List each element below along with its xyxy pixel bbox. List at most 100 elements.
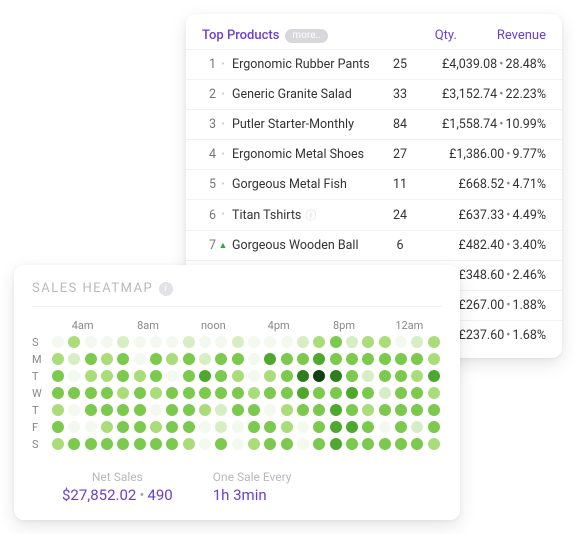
heatmap-cell[interactable]	[68, 370, 80, 382]
heatmap-cell[interactable]	[281, 421, 293, 433]
heatmap-cell[interactable]	[379, 353, 391, 365]
heatmap-cell[interactable]	[134, 421, 146, 433]
heatmap-cell[interactable]	[379, 404, 391, 416]
heatmap-cell[interactable]	[346, 404, 358, 416]
heatmap-cell[interactable]	[362, 353, 374, 365]
heatmap-cell[interactable]	[215, 421, 227, 433]
info-icon[interactable]: ⓘ	[305, 207, 316, 223]
heatmap-cell[interactable]	[101, 370, 113, 382]
heatmap-cell[interactable]	[428, 336, 440, 348]
heatmap-cell[interactable]	[248, 370, 260, 382]
heatmap-cell[interactable]	[362, 438, 374, 450]
heatmap-cell[interactable]	[297, 370, 309, 382]
heatmap-cell[interactable]	[428, 438, 440, 450]
heatmap-cell[interactable]	[117, 421, 129, 433]
heatmap-cell[interactable]	[330, 438, 342, 450]
heatmap-cell[interactable]	[411, 438, 423, 450]
heatmap-cell[interactable]	[379, 387, 391, 399]
heatmap-cell[interactable]	[166, 387, 178, 399]
heatmap-cell[interactable]	[85, 370, 97, 382]
heatmap-cell[interactable]	[183, 353, 195, 365]
heatmap-cell[interactable]	[248, 404, 260, 416]
heatmap-cell[interactable]	[362, 404, 374, 416]
heatmap-cell[interactable]	[101, 421, 113, 433]
qty-header[interactable]: Qty.	[435, 28, 457, 43]
heatmap-cell[interactable]	[313, 370, 325, 382]
heatmap-cell[interactable]	[297, 336, 309, 348]
heatmap-cell[interactable]	[232, 438, 244, 450]
heatmap-cell[interactable]	[362, 370, 374, 382]
heatmap-cell[interactable]	[166, 336, 178, 348]
heatmap-cell[interactable]	[264, 421, 276, 433]
heatmap-cell[interactable]	[134, 353, 146, 365]
heatmap-cell[interactable]	[68, 421, 80, 433]
heatmap-cell[interactable]	[101, 438, 113, 450]
heatmap-cell[interactable]	[232, 421, 244, 433]
heatmap-cell[interactable]	[248, 353, 260, 365]
heatmap-cell[interactable]	[395, 370, 407, 382]
heatmap-cell[interactable]	[134, 336, 146, 348]
heatmap-cell[interactable]	[281, 370, 293, 382]
heatmap-cell[interactable]	[85, 438, 97, 450]
heatmap-cell[interactable]	[281, 438, 293, 450]
heatmap-cell[interactable]	[428, 421, 440, 433]
heatmap-cell[interactable]	[150, 336, 162, 348]
heatmap-cell[interactable]	[117, 387, 129, 399]
heatmap-cell[interactable]	[117, 404, 129, 416]
heatmap-cell[interactable]	[215, 387, 227, 399]
heatmap-cell[interactable]	[428, 387, 440, 399]
heatmap-cell[interactable]	[313, 387, 325, 399]
heatmap-cell[interactable]	[52, 353, 64, 365]
heatmap-cell[interactable]	[183, 421, 195, 433]
heatmap-cell[interactable]	[297, 387, 309, 399]
heatmap-cell[interactable]	[264, 387, 276, 399]
heatmap-cell[interactable]	[166, 370, 178, 382]
product-row[interactable]: 7▲Gorgeous Wooden Ball6£482.40•3.40%	[186, 230, 562, 260]
heatmap-cell[interactable]	[52, 404, 64, 416]
product-row[interactable]: 4•Ergonomic Metal Shoes27£1,386.00•9.77%	[186, 139, 562, 169]
heatmap-cell[interactable]	[52, 336, 64, 348]
heatmap-cell[interactable]	[199, 438, 211, 450]
heatmap-cell[interactable]	[395, 438, 407, 450]
heatmap-cell[interactable]	[362, 421, 374, 433]
heatmap-cell[interactable]	[68, 353, 80, 365]
heatmap-cell[interactable]	[411, 387, 423, 399]
heatmap-cell[interactable]	[199, 421, 211, 433]
heatmap-cell[interactable]	[134, 438, 146, 450]
heatmap-cell[interactable]	[85, 421, 97, 433]
heatmap-cell[interactable]	[248, 421, 260, 433]
heatmap-cell[interactable]	[395, 336, 407, 348]
heatmap-cell[interactable]	[411, 353, 423, 365]
heatmap-cell[interactable]	[297, 421, 309, 433]
heatmap-cell[interactable]	[379, 421, 391, 433]
heatmap-cell[interactable]	[281, 387, 293, 399]
heatmap-cell[interactable]	[346, 387, 358, 399]
heatmap-cell[interactable]	[199, 387, 211, 399]
heatmap-cell[interactable]	[232, 404, 244, 416]
revenue-header[interactable]: Revenue	[497, 28, 546, 43]
heatmap-cell[interactable]	[52, 421, 64, 433]
heatmap-cell[interactable]	[379, 370, 391, 382]
heatmap-cell[interactable]	[150, 387, 162, 399]
heatmap-cell[interactable]	[297, 404, 309, 416]
heatmap-cell[interactable]	[68, 387, 80, 399]
heatmap-cell[interactable]	[428, 404, 440, 416]
heatmap-cell[interactable]	[346, 336, 358, 348]
heatmap-cell[interactable]	[199, 370, 211, 382]
heatmap-cell[interactable]	[248, 438, 260, 450]
heatmap-cell[interactable]	[411, 336, 423, 348]
heatmap-cell[interactable]	[330, 353, 342, 365]
heatmap-cell[interactable]	[297, 353, 309, 365]
heatmap-cell[interactable]	[232, 387, 244, 399]
heatmap-cell[interactable]	[199, 336, 211, 348]
heatmap-cell[interactable]	[313, 404, 325, 416]
heatmap-cell[interactable]	[134, 387, 146, 399]
heatmap-cell[interactable]	[183, 370, 195, 382]
heatmap-cell[interactable]	[313, 336, 325, 348]
heatmap-cell[interactable]	[395, 387, 407, 399]
heatmap-cell[interactable]	[68, 438, 80, 450]
heatmap-cell[interactable]	[428, 370, 440, 382]
heatmap-cell[interactable]	[428, 353, 440, 365]
heatmap-cell[interactable]	[281, 336, 293, 348]
heatmap-cell[interactable]	[134, 404, 146, 416]
